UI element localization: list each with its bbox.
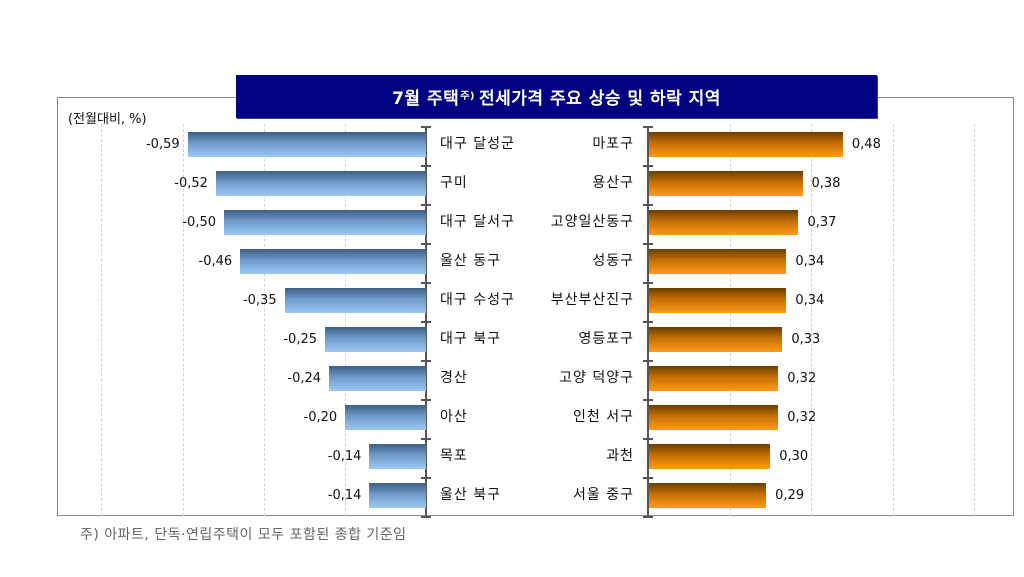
rise-value-label: 0,32: [787, 410, 817, 425]
rise-value-label: 0,48: [851, 137, 881, 152]
rise-value-label: 0,32: [787, 371, 817, 386]
rise-bar: [649, 444, 771, 469]
axis-tick: [643, 516, 653, 518]
rise-value-label: 0,34: [795, 254, 825, 269]
axis-tick: [421, 204, 431, 206]
decline-value-label: -0,14: [327, 488, 362, 503]
decline-bar: [369, 483, 426, 508]
rise-region-label: 인천 서구: [573, 409, 634, 425]
title-rest: 전세가격 주요 상승 및 하락 지역: [479, 89, 721, 109]
decline-bar: [369, 444, 426, 469]
rise-bar: [649, 171, 803, 196]
gridline: [101, 124, 102, 516]
decline-value-label: -0,20: [303, 410, 338, 425]
rise-region-label: 서울 중구: [573, 487, 634, 503]
axis-tick: [643, 438, 653, 440]
decline-region-label: 아산: [440, 409, 468, 425]
rise-bar: [649, 405, 779, 430]
axis-tick: [421, 477, 431, 479]
axis-tick: [643, 243, 653, 245]
title-superscript: 주): [460, 91, 476, 102]
axis-tick: [421, 282, 431, 284]
axis-tick: [643, 360, 653, 362]
decline-region-label: 대구 달서구: [440, 214, 515, 230]
axis-tick: [421, 243, 431, 245]
rise-bar: [649, 132, 843, 157]
decline-value-label: -0,50: [182, 215, 216, 230]
decline-value-label: -0,52: [174, 176, 208, 191]
axis-tick: [421, 360, 431, 362]
decline-bar: [325, 327, 426, 352]
axis-tick: [643, 282, 653, 284]
axis-tick: [421, 399, 431, 401]
decline-value-label: -0,25: [283, 332, 317, 347]
rise-region-label: 영등포구: [578, 331, 634, 347]
axis-tick: [643, 399, 653, 401]
decline-value-label: -0,46: [198, 254, 233, 269]
rise-region-label: 성동구: [592, 253, 634, 269]
axis-tick: [643, 204, 653, 206]
decline-region-label: 대구 달성군: [440, 136, 515, 152]
rise-bar: [649, 483, 767, 508]
axis-tick: [643, 165, 653, 167]
decline-bar: [329, 366, 426, 391]
decline-bar: [345, 405, 426, 430]
decline-region-label: 울산 북구: [440, 487, 501, 503]
decline-region-label: 구미: [440, 175, 468, 191]
axis-tick: [421, 438, 431, 440]
decline-bar: [284, 288, 426, 313]
decline-region-label: 목포: [440, 448, 468, 464]
rise-bar: [649, 288, 787, 313]
axis-tick: [421, 516, 431, 518]
decline-region-label: 울산 동구: [440, 253, 501, 269]
chart-frame: [57, 97, 1014, 516]
gridline: [345, 124, 346, 516]
gridline: [893, 124, 894, 516]
rise-region-label: 용산구: [592, 175, 634, 191]
rise-bar: [649, 210, 799, 235]
rise-region-label: 부산부산진구: [550, 292, 634, 308]
title-main: 7월 주택: [392, 89, 460, 109]
decline-region-label: 대구 수성구: [440, 292, 515, 308]
decline-value-label: -0,24: [287, 371, 322, 386]
rise-value-label: 0,37: [807, 215, 837, 230]
decline-value-label: -0,35: [242, 293, 277, 308]
rise-value-label: 0,34: [795, 293, 825, 308]
gridline: [730, 124, 731, 516]
rise-value-label: 0,33: [791, 332, 821, 347]
axis-tick: [643, 477, 653, 479]
rise-value-label: 0,30: [779, 449, 809, 464]
axis-tick: [643, 126, 653, 128]
decline-region-label: 경산: [440, 370, 468, 386]
gridline: [183, 124, 184, 516]
decline-region-label: 대구 북구: [440, 331, 501, 347]
decline-value-label: -0,14: [327, 449, 362, 464]
gridline: [811, 124, 812, 516]
rise-region-label: 고양 덕양구: [559, 370, 634, 386]
decline-bar: [215, 171, 426, 196]
rise-region-label: 마포구: [592, 136, 634, 152]
axis-tick: [643, 321, 653, 323]
decline-value-label: -0,59: [145, 137, 180, 152]
unit-label: (전월대비, %): [68, 112, 147, 127]
chart-title: 7월 주택 주) 전세가격 주요 상승 및 하락 지역: [236, 75, 877, 118]
axis-tick: [421, 126, 431, 128]
rise-value-label: 0,38: [811, 176, 841, 191]
footnote: 주) 아파트, 단독·연립주택이 모두 포함된 종합 기준임: [80, 527, 407, 543]
decline-bar: [240, 249, 426, 274]
rise-region-label: 고양일산동구: [550, 214, 634, 230]
rise-region-label: 과천: [606, 448, 634, 464]
decline-bar: [224, 210, 426, 235]
gridline: [264, 124, 265, 516]
gridline: [974, 124, 975, 516]
rise-bar: [649, 366, 779, 391]
rise-bar: [649, 327, 783, 352]
rise-value-label: 0,29: [775, 488, 805, 503]
rise-bar: [649, 249, 787, 274]
axis-tick: [421, 165, 431, 167]
axis-tick: [421, 321, 431, 323]
decline-bar: [187, 132, 426, 157]
